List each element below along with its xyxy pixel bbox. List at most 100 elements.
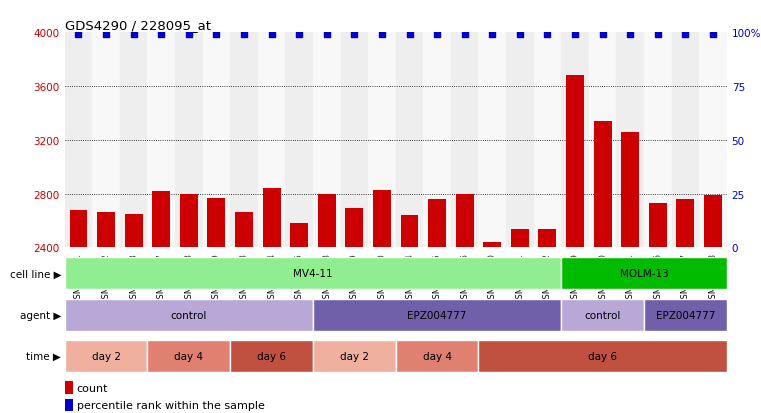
Bar [285, 33, 313, 248]
Bar [313, 299, 561, 331]
Text: control: control [584, 310, 621, 320]
Bar [230, 340, 313, 372]
Bar [456, 194, 473, 413]
Point [210, 32, 222, 38]
Bar [65, 340, 148, 372]
Text: percentile rank within the sample: percentile rank within the sample [77, 400, 265, 410]
Point [486, 32, 498, 38]
Text: control: control [170, 310, 207, 320]
Point [72, 32, 84, 38]
Point [155, 32, 167, 38]
Bar [483, 242, 501, 413]
Bar [649, 204, 667, 413]
Text: day 4: day 4 [422, 351, 451, 361]
Bar [290, 223, 308, 413]
Point [293, 32, 305, 38]
Bar [561, 258, 727, 290]
Text: MOLM-13: MOLM-13 [619, 268, 668, 279]
Bar [561, 299, 644, 331]
Text: EPZ004777: EPZ004777 [656, 310, 715, 320]
Bar [313, 33, 340, 248]
Bar [65, 33, 92, 248]
Point [238, 32, 250, 38]
Point [376, 32, 388, 38]
Bar [644, 299, 727, 331]
Point [431, 32, 443, 38]
Point [569, 32, 581, 38]
Bar [671, 33, 699, 248]
Point [320, 32, 333, 38]
Bar [566, 76, 584, 413]
Text: MV4-11: MV4-11 [293, 268, 333, 279]
Bar [677, 199, 694, 413]
Bar [345, 209, 363, 413]
Bar [180, 194, 198, 413]
Text: count: count [77, 383, 108, 393]
Point [514, 32, 526, 38]
Point [403, 32, 416, 38]
Bar [396, 340, 479, 372]
Bar [451, 33, 479, 248]
Bar [258, 33, 285, 248]
Text: GDS4290 / 228095_at: GDS4290 / 228095_at [65, 19, 211, 32]
Bar [594, 121, 612, 413]
Point [624, 32, 636, 38]
Point [349, 32, 361, 38]
Bar [704, 195, 722, 413]
Text: cell line ▶: cell line ▶ [10, 268, 62, 279]
Bar [616, 33, 644, 248]
Bar [533, 33, 561, 248]
Bar [202, 33, 230, 248]
Bar [230, 33, 258, 248]
Bar [152, 191, 170, 413]
Bar [313, 340, 396, 372]
Bar [120, 33, 148, 248]
Bar [148, 340, 230, 372]
Bar [368, 33, 396, 248]
Text: day 6: day 6 [588, 351, 617, 361]
Bar [479, 33, 506, 248]
Bar [373, 190, 391, 413]
Bar [175, 33, 202, 248]
Point [183, 32, 195, 38]
Bar [65, 258, 561, 290]
Bar [208, 198, 225, 413]
Bar [699, 33, 727, 248]
Text: agent ▶: agent ▶ [20, 310, 62, 320]
Bar [621, 132, 639, 413]
Bar [479, 340, 727, 372]
Point [541, 32, 553, 38]
Bar [396, 33, 423, 248]
Text: day 4: day 4 [174, 351, 203, 361]
Point [651, 32, 664, 38]
Point [459, 32, 471, 38]
Text: EPZ004777: EPZ004777 [407, 310, 466, 320]
Bar [423, 33, 451, 248]
Text: time ▶: time ▶ [27, 351, 62, 361]
Text: day 2: day 2 [91, 351, 120, 361]
Point [128, 32, 140, 38]
Bar [428, 199, 446, 413]
Bar [511, 229, 529, 413]
Bar [400, 216, 419, 413]
Bar [506, 33, 533, 248]
Bar [125, 214, 142, 413]
Bar [589, 33, 616, 248]
Bar [644, 33, 671, 248]
Bar [65, 299, 313, 331]
Point [680, 32, 692, 38]
Bar [65, 399, 72, 411]
Point [707, 32, 719, 38]
Bar [69, 210, 88, 413]
Text: day 6: day 6 [257, 351, 286, 361]
Bar [148, 33, 175, 248]
Bar [92, 33, 120, 248]
Bar [65, 382, 72, 394]
Bar [263, 189, 281, 413]
Bar [318, 194, 336, 413]
Point [100, 32, 112, 38]
Bar [539, 229, 556, 413]
Bar [341, 33, 368, 248]
Bar [97, 213, 115, 413]
Point [266, 32, 278, 38]
